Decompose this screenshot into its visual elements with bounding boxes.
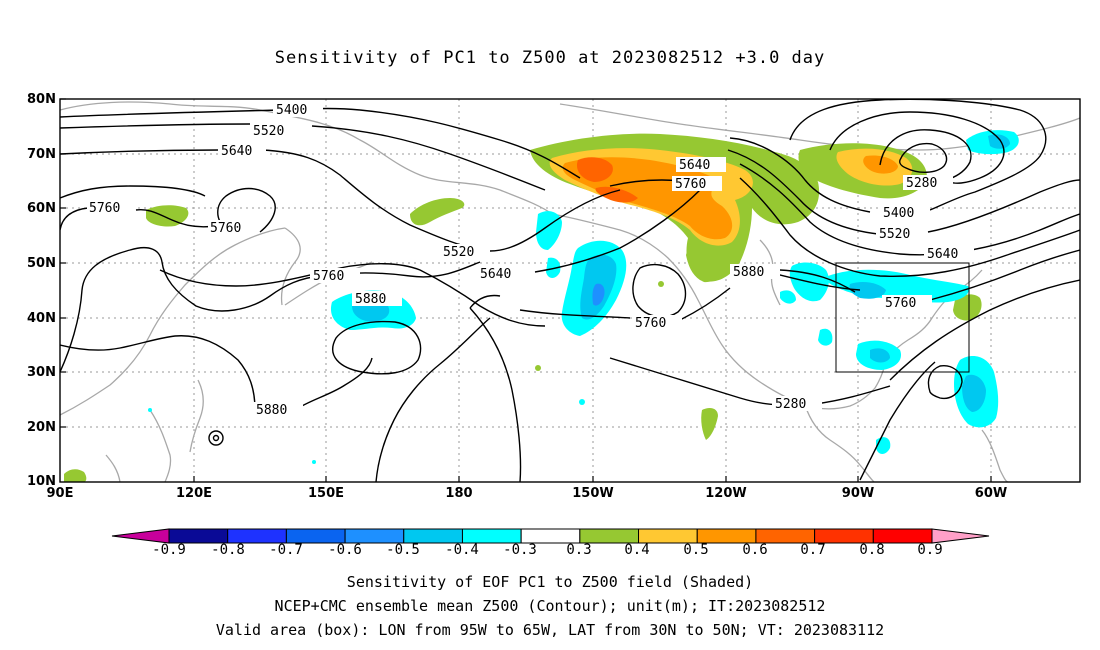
contour-label: 5880 [733, 265, 764, 280]
colorbar-cell [344, 528, 405, 544]
colorbar-cell [579, 528, 640, 544]
contour-label: 5880 [355, 292, 386, 307]
colorbar-label: 0.7 [800, 542, 826, 558]
colorbar-label: 0.4 [624, 542, 650, 558]
axis-ticks [60, 98, 992, 482]
coastlines [60, 101, 1080, 482]
contour-label: 5760 [885, 296, 916, 311]
lat-label-60n: 60N [27, 201, 56, 216]
colorbar-cell [755, 528, 816, 544]
lat-label-40n: 40N [27, 311, 56, 326]
lon-label-90e: 90E [46, 486, 74, 501]
map-frame [59, 98, 1081, 483]
lat-label-10n: 10N [27, 474, 56, 489]
caption-valid-area: Valid area (box): LON from 95W to 65W, L… [215, 621, 885, 639]
colorbar-label: -0.8 [211, 542, 245, 558]
contour-label: 5280 [775, 397, 806, 412]
contour-label: 5760 [635, 316, 666, 331]
contour-label: 5760 [210, 221, 241, 236]
colorbar-label: 0.8 [859, 542, 885, 558]
caption-shading: Sensitivity of EOF PC1 to Z500 field (Sh… [346, 573, 754, 591]
colorbar-cell [638, 528, 698, 544]
colorbar-right-arrow [931, 528, 990, 544]
contour-label: 5400 [883, 206, 914, 221]
colorbar-cell [227, 528, 287, 544]
colorbar-label: -0.9 [152, 542, 186, 558]
colorbar-label: -0.5 [386, 542, 420, 558]
contour-label: 5520 [879, 227, 910, 242]
lon-label-150w: 150W [572, 486, 614, 501]
lat-label-20n: 20N [27, 420, 56, 435]
lon-label-180: 180 [445, 486, 473, 501]
lon-label-120w: 120W [705, 486, 747, 501]
colorbar-cell [696, 528, 757, 544]
colorbar-cell [461, 528, 522, 544]
colorbar-label: 0.9 [917, 542, 943, 558]
caption-contour: NCEP+CMC ensemble mean Z500 (Contour); u… [274, 597, 826, 615]
contour-label-backgrounds [87, 102, 974, 417]
lon-label-60w: 60W [974, 486, 1008, 501]
colorbar-cell [872, 528, 933, 544]
colorbar-label: 0.3 [566, 542, 592, 558]
contour-label: 5640 [679, 158, 710, 173]
lat-label-30n: 30N [27, 365, 56, 380]
contour-label: 5520 [253, 124, 284, 139]
valid-area-box [835, 262, 970, 373]
colorbar-label: 0.5 [683, 542, 709, 558]
colorbar-label: -0.6 [328, 542, 362, 558]
contour-label: 5640 [480, 267, 511, 282]
lat-label-80n: 80N [27, 92, 56, 107]
lat-label-70n: 70N [27, 147, 56, 162]
lon-label-90w: 90W [841, 486, 875, 501]
colorbar-cell [168, 528, 229, 544]
colorbar-cell [403, 528, 463, 544]
contour-label: 5760 [313, 269, 344, 284]
contour-label: 5760 [675, 177, 706, 192]
colorbar-cell [814, 528, 874, 544]
colorbar-label: 0.6 [742, 542, 768, 558]
lat-label-50n: 50N [27, 256, 56, 271]
colorbar-cell [285, 528, 346, 544]
contour-label: 5760 [89, 201, 120, 216]
lon-label-150e: 150E [307, 486, 345, 501]
map-title: Sensitivity of PC1 to Z500 at 2023082512… [274, 48, 826, 68]
colorbar-left-arrow [111, 528, 170, 544]
colorbar [111, 528, 990, 544]
colorbar-label: -0.7 [269, 542, 303, 558]
colorbar-label: -0.4 [445, 542, 479, 558]
contour-label: 5640 [927, 247, 958, 262]
contour-label: 5520 [443, 245, 474, 260]
colorbar-cell [520, 528, 581, 544]
colorbar-label: -0.3 [503, 542, 537, 558]
lon-label-120e: 120E [175, 486, 213, 501]
contour-label: 5400 [276, 103, 307, 118]
contour-label: 5880 [256, 403, 287, 418]
contour-label: 5640 [221, 144, 252, 159]
contour-label: 5280 [906, 176, 937, 191]
contour-labels: 5400 5520 5640 5760 5760 5760 5880 5880 … [89, 103, 958, 418]
